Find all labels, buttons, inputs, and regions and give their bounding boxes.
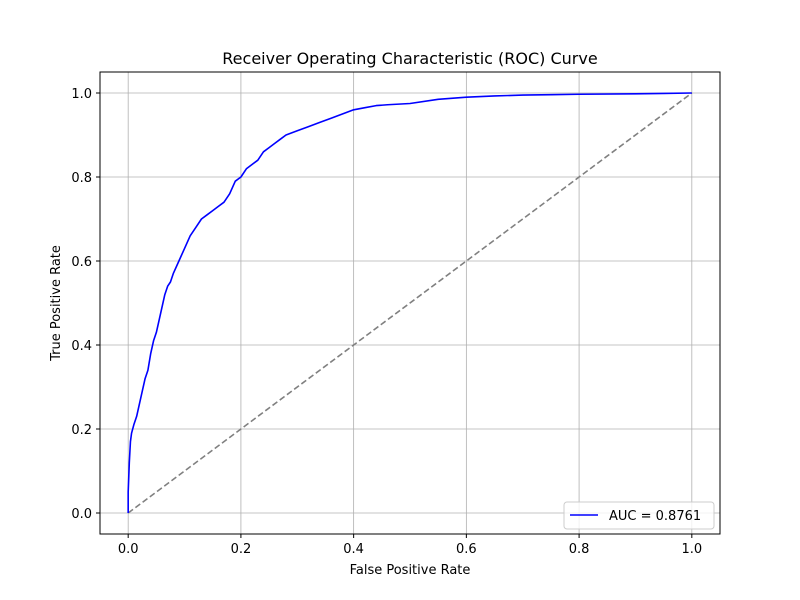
y-tick-label: 1.0	[71, 87, 92, 102]
y-axis-label: True Positive Rate	[49, 245, 64, 362]
axes-frame	[99, 71, 721, 535]
x-tick-label: 0.6	[456, 542, 477, 557]
x-tick-label: 0.2	[231, 542, 252, 557]
y-tick-label: 0.2	[71, 423, 92, 438]
x-tick-label: 0.4	[343, 542, 364, 557]
legend-box	[563, 501, 715, 530]
chance-diagonal-line	[127, 92, 693, 514]
x-tick-label: 0.0	[118, 542, 139, 557]
y-tick-label: 0.8	[71, 171, 92, 186]
x-ticks: 0.0 0.2 0.4 0.6 0.8 1.0	[118, 534, 702, 557]
x-axis-label: False Positive Rate	[350, 563, 471, 578]
y-tick-label: 0.6	[71, 255, 92, 270]
y-tick-label: 0.0	[71, 507, 92, 522]
x-tick-label: 0.8	[569, 542, 590, 557]
x-tick-label: 1.0	[681, 542, 702, 557]
grid	[100, 72, 720, 534]
roc-curve-line	[127, 92, 692, 513]
plot-lines	[127, 92, 693, 514]
chart-title: Receiver Operating Characteristic (ROC) …	[222, 49, 597, 68]
legend-label: AUC = 0.8761	[609, 509, 701, 524]
y-tick-label: 0.4	[71, 339, 92, 354]
y-ticks: 0.0 0.2 0.4 0.6 0.8 1.0	[71, 87, 100, 522]
legend: AUC = 0.8761	[563, 501, 715, 530]
